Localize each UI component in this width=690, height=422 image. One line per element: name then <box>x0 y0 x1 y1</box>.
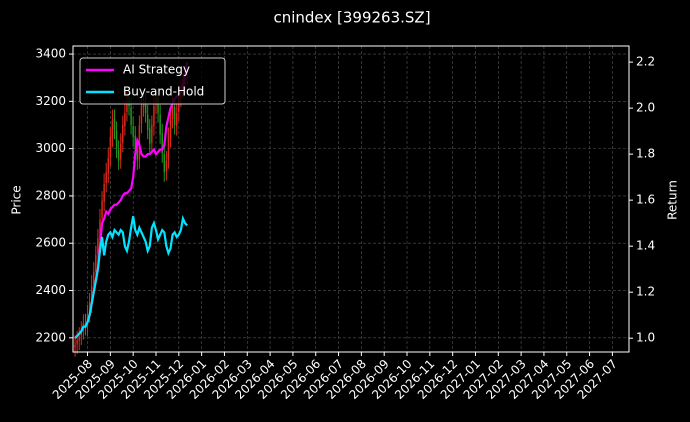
candle-body <box>80 330 83 336</box>
candle-body <box>74 344 76 348</box>
y2-tick-label: 1.8 <box>636 147 655 161</box>
line-series <box>74 214 188 339</box>
candle-body <box>90 285 93 304</box>
candle-body <box>130 107 132 125</box>
candle-body <box>109 136 112 157</box>
legend-label: Buy-and-Hold <box>123 85 204 99</box>
plot-frame <box>72 45 630 353</box>
y2-tick-label: 1.6 <box>636 193 655 207</box>
y-tick-label: 2400 <box>35 283 66 297</box>
candle-body <box>169 120 172 138</box>
candle-body <box>171 106 174 120</box>
y-tick-label: 3000 <box>35 141 66 155</box>
candle-body <box>122 124 124 143</box>
candle-body <box>157 97 159 114</box>
candle-body <box>115 130 118 149</box>
candle-body <box>146 114 149 130</box>
y-tick-label: 2600 <box>35 236 66 250</box>
candle-body <box>144 102 147 114</box>
legend-box <box>79 57 226 105</box>
candle-body <box>165 160 168 172</box>
candle-body <box>124 113 126 127</box>
legend-label: AI Strategy <box>123 63 190 77</box>
candle-body <box>88 302 91 313</box>
y2-tick-label: 1.4 <box>636 239 655 253</box>
candle-body <box>134 135 136 149</box>
candle-body <box>107 158 109 174</box>
y-axis-label: Price <box>10 185 24 214</box>
candle-body <box>117 149 120 161</box>
y2-axis-label: Return <box>666 180 680 220</box>
y-tick-label: 3400 <box>35 47 66 61</box>
y2-tick-label: 2.0 <box>636 101 655 115</box>
y2-tick-label: 2.2 <box>636 55 655 69</box>
candle-body <box>101 200 103 219</box>
y-tick-label: 2800 <box>35 188 66 202</box>
candle-body <box>105 172 107 183</box>
candle-body <box>99 219 101 240</box>
y-tick-label: 3200 <box>35 94 66 108</box>
candle-body <box>176 113 178 127</box>
candle-body <box>153 106 155 127</box>
candle-body <box>167 136 170 160</box>
candle-body <box>78 336 80 341</box>
candle-body <box>149 128 151 144</box>
y2-tick-label: 1.2 <box>636 285 655 299</box>
candle-body <box>138 124 141 160</box>
candle-body <box>163 154 166 173</box>
candle-body <box>161 133 163 154</box>
candle-body <box>119 143 122 160</box>
candle-body <box>126 101 128 112</box>
candle-body <box>151 124 153 143</box>
candle-body <box>76 340 78 345</box>
candle-body <box>132 126 134 137</box>
candle-body <box>111 120 114 138</box>
y2-tick-label: 1.0 <box>636 331 655 345</box>
candle-body <box>113 119 116 130</box>
candle-body <box>97 238 99 254</box>
candle-body <box>103 184 105 202</box>
candle-body <box>95 255 97 273</box>
candle-body <box>93 271 95 285</box>
candle-body <box>136 149 139 161</box>
chart-title: cnindex [399263.SZ] <box>273 9 430 27</box>
candle-body <box>159 114 161 135</box>
candle-body <box>140 106 143 124</box>
y-tick-label: 2200 <box>35 330 66 344</box>
candle-body <box>173 107 176 125</box>
